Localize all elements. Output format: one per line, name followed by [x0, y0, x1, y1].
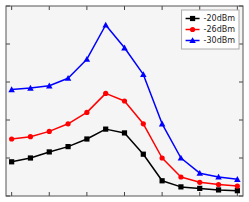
- x-tick-top: [11, 6, 12, 10]
- point-marker: [84, 136, 89, 141]
- x-tick: [49, 192, 50, 196]
- point-marker: [65, 75, 72, 81]
- point-marker: [103, 91, 108, 96]
- point-marker: [141, 121, 146, 126]
- point-marker: [121, 45, 128, 51]
- y-tick: [6, 44, 10, 45]
- point-marker: [197, 180, 202, 185]
- point-marker: [216, 182, 221, 187]
- point-marker: [141, 152, 146, 157]
- x-tick-top: [49, 6, 50, 10]
- point-marker: [28, 155, 33, 160]
- point-marker: [178, 174, 183, 179]
- legend-label: -26dBm: [204, 25, 236, 34]
- legend-marker: [190, 27, 195, 32]
- x-tick: [124, 192, 125, 196]
- x-tick-top: [124, 6, 125, 10]
- point-marker: [178, 155, 185, 161]
- x-tick: [162, 192, 163, 196]
- y-tick: [6, 82, 10, 83]
- legend-label: -20dBm: [204, 14, 236, 23]
- series-line: [12, 93, 238, 186]
- y-tick-right: [239, 120, 243, 121]
- point-marker: [27, 85, 34, 91]
- y-tick-right: [239, 158, 243, 159]
- point-marker: [9, 159, 14, 164]
- chart-svg: -20dBm -26dBm -30dBm: [0, 0, 249, 202]
- point-marker: [46, 83, 53, 89]
- point-marker: [47, 149, 52, 154]
- point-marker: [47, 129, 52, 134]
- plot-background: [6, 6, 243, 196]
- y-tick: [6, 120, 10, 121]
- point-marker: [28, 134, 33, 139]
- point-marker: [103, 127, 108, 132]
- point-marker: [122, 130, 127, 135]
- chart-container: -20dBm -26dBm -30dBm: [0, 0, 249, 202]
- x-tick: [11, 192, 12, 196]
- point-marker: [196, 170, 203, 176]
- x-tick: [199, 192, 200, 196]
- point-marker: [216, 187, 221, 192]
- point-marker: [159, 121, 166, 127]
- point-marker: [84, 110, 89, 115]
- point-marker: [84, 56, 91, 62]
- point-marker: [234, 176, 241, 182]
- y-tick-right: [239, 44, 243, 45]
- y-tick-right: [239, 82, 243, 83]
- point-marker: [235, 188, 240, 193]
- x-tick-top: [199, 6, 200, 10]
- legend-box: [182, 10, 239, 49]
- point-marker: [160, 155, 165, 160]
- x-tick-top: [86, 6, 87, 10]
- plot-frame: [6, 6, 243, 196]
- legend: -20dBm -26dBm -30dBm: [182, 10, 239, 49]
- point-marker: [8, 86, 15, 92]
- point-marker: [215, 174, 222, 180]
- point-marker: [9, 136, 14, 141]
- point-marker: [160, 178, 165, 183]
- x-tick: [86, 192, 87, 196]
- legend-marker: [190, 16, 195, 21]
- series-line: [12, 129, 238, 191]
- point-marker: [122, 98, 127, 103]
- point-marker: [178, 184, 183, 189]
- point-marker: [235, 184, 240, 189]
- point-marker: [65, 121, 70, 126]
- x-tick-top: [162, 6, 163, 10]
- x-tick-top: [237, 6, 238, 10]
- point-marker: [102, 22, 109, 28]
- y-tick: [6, 158, 10, 159]
- point-marker: [65, 144, 70, 149]
- legend-marker: [189, 37, 196, 43]
- legend-label: -30dBm: [204, 36, 236, 45]
- point-marker: [140, 71, 147, 77]
- point-marker: [197, 186, 202, 191]
